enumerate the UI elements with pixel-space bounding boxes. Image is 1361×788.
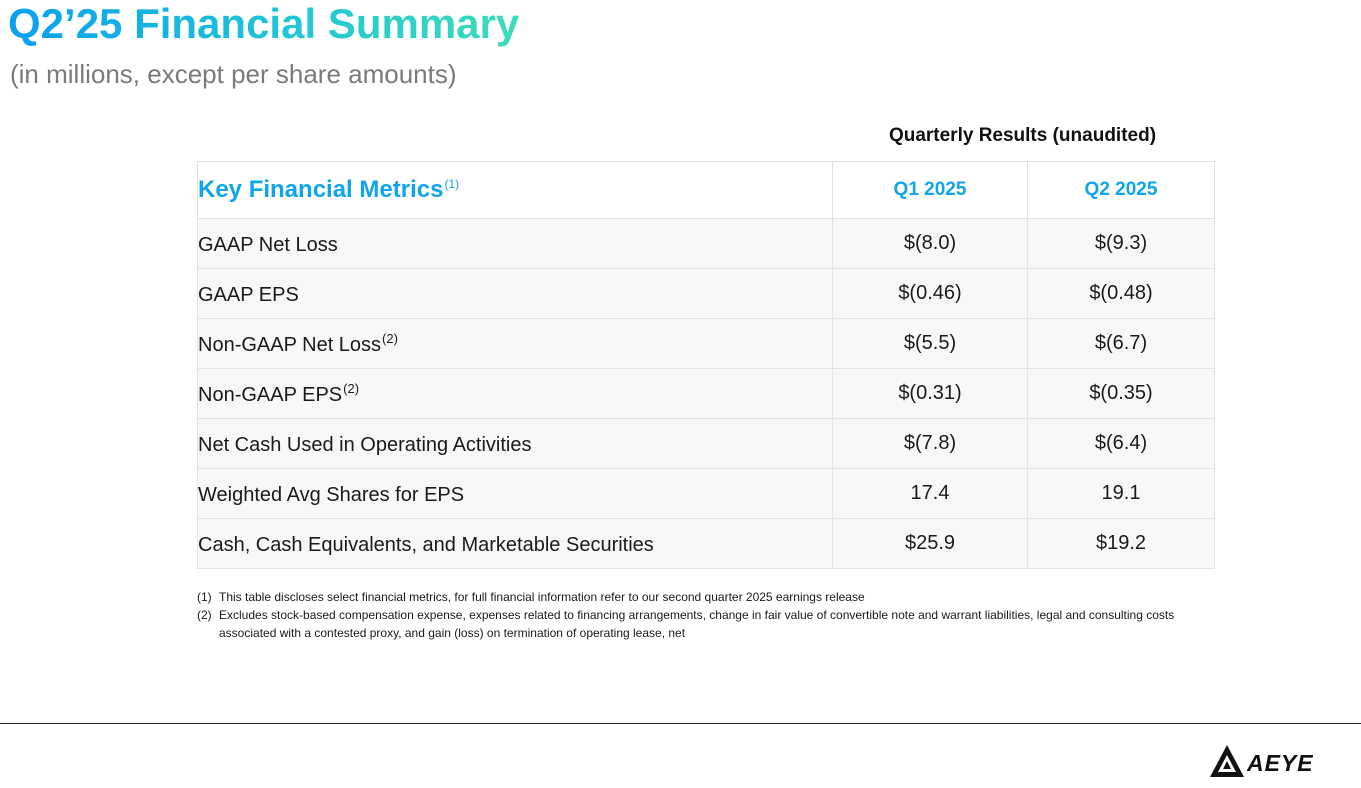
footer-divider	[0, 723, 1361, 724]
table-row: Non-GAAP Net Loss(2) $(5.5) $(6.7)	[197, 318, 1215, 369]
footnote-number: (1)	[197, 590, 212, 604]
row-label: Net Cash Used in Operating Activities	[197, 418, 833, 469]
q2-value: $(0.48)	[1027, 268, 1215, 319]
footnotes: (1) This table discloses select financia…	[197, 588, 1177, 642]
footnote-ref: (2)	[382, 330, 398, 346]
row-label: Non-GAAP Net Loss(2)	[197, 318, 833, 369]
row-label-text: GAAP EPS	[198, 283, 299, 306]
q1-value: $(7.8)	[832, 418, 1028, 469]
metrics-column-header: Key Financial Metrics(1)	[197, 161, 833, 219]
q1-value: $(8.0)	[832, 218, 1028, 269]
q1-value: $(5.5)	[832, 318, 1028, 369]
table-row: GAAP Net Loss $(8.0) $(9.3)	[197, 218, 1215, 269]
table-row: Cash, Cash Equivalents, and Marketable S…	[197, 518, 1215, 569]
table-row: Weighted Avg Shares for EPS 17.4 19.1	[197, 468, 1215, 519]
financial-metrics-table: Key Financial Metrics(1) Q1 2025 Q2 2025…	[197, 161, 1215, 569]
row-label-text: GAAP Net Loss	[198, 233, 338, 256]
q2-value: $(0.35)	[1027, 368, 1215, 419]
table-row: Non-GAAP EPS(2) $(0.31) $(0.35)	[197, 368, 1215, 419]
page-subtitle: (in millions, except per share amounts)	[10, 59, 457, 89]
row-label: Non-GAAP EPS(2)	[197, 368, 833, 419]
footnote-ref: (2)	[343, 380, 360, 396]
row-label: GAAP Net Loss	[197, 218, 833, 269]
footnote-number: (2)	[197, 608, 212, 622]
q2-value: $(9.3)	[1027, 218, 1215, 269]
aeye-triangle-logo-icon	[1209, 744, 1245, 783]
row-label-text: Net Cash Used in Operating Activities	[198, 433, 532, 456]
table-row: Net Cash Used in Operating Activities $(…	[197, 418, 1215, 469]
footnote-item: (1) This table discloses select financia…	[197, 588, 1177, 606]
aeye-logo: AEYE	[1209, 744, 1314, 783]
row-label-text: Cash, Cash Equivalents, and Marketable S…	[198, 533, 654, 556]
q2-value: $19.2	[1027, 518, 1215, 569]
footnote-ref: (1)	[444, 177, 460, 191]
row-label: Weighted Avg Shares for EPS	[197, 468, 833, 519]
q1-value: $25.9	[832, 518, 1028, 569]
row-label-text: Non-GAAP Net Loss	[198, 333, 382, 356]
page-title: Q2’25 Financial Summary	[8, 0, 519, 50]
row-label: Cash, Cash Equivalents, and Marketable S…	[197, 518, 833, 569]
footnote-item: (2) Excludes stock-based compensation ex…	[197, 606, 1177, 642]
footnote-text: This table discloses select financial me…	[219, 590, 865, 604]
q1-value: $(0.31)	[832, 368, 1028, 419]
logo-text: AEYE	[1247, 750, 1314, 776]
metrics-column-label: Key Financial Metrics	[198, 176, 444, 203]
table-row: GAAP EPS $(0.46) $(0.48)	[197, 268, 1215, 319]
q2-value: $(6.4)	[1027, 418, 1215, 469]
quarterly-results-heading: Quarterly Results (unaudited)	[888, 125, 1157, 146]
q2-column-header: Q2 2025	[1027, 161, 1215, 219]
table-header-row: Key Financial Metrics(1) Q1 2025 Q2 2025	[197, 161, 1215, 219]
row-label: GAAP EPS	[197, 268, 833, 319]
q1-value: $(0.46)	[832, 268, 1028, 319]
footnote-text: Excludes stock-based compensation expens…	[219, 608, 1175, 640]
q2-value: $(6.7)	[1027, 318, 1215, 369]
row-label-text: Non-GAAP EPS	[198, 383, 343, 406]
q1-value: 17.4	[832, 468, 1028, 519]
q2-value: 19.1	[1027, 468, 1215, 519]
q1-column-header: Q1 2025	[832, 161, 1028, 219]
row-label-text: Weighted Avg Shares for EPS	[198, 483, 465, 506]
